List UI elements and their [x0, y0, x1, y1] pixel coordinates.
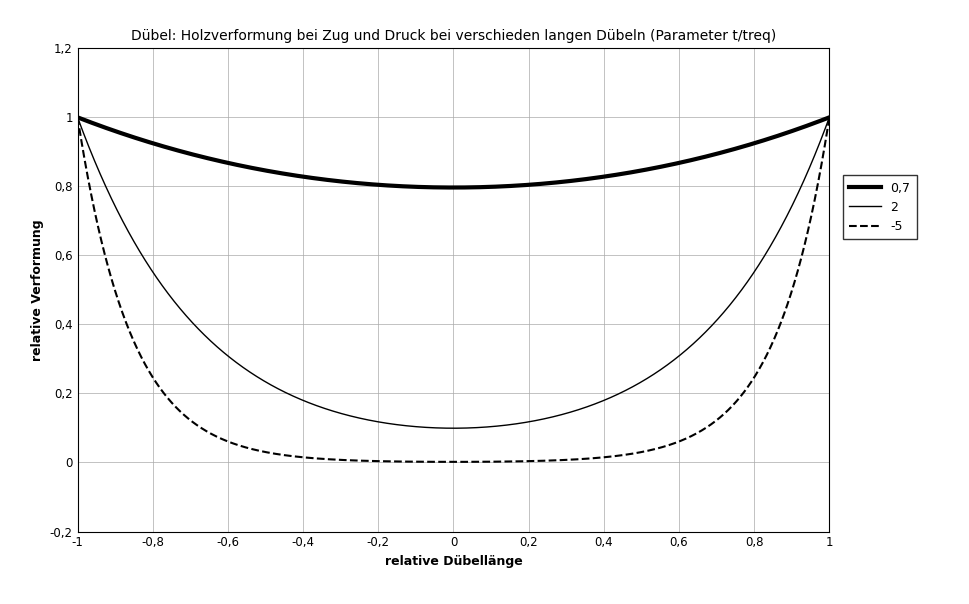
-5: [823, 114, 834, 121]
2: [437, 425, 449, 432]
-5: [447, 458, 458, 466]
0,7: [447, 184, 458, 191]
X-axis label: relative Dübellänge: relative Dübellänge: [384, 555, 522, 568]
2: [664, 359, 675, 367]
-5: [801, 227, 813, 234]
-5: [664, 441, 675, 448]
2: [72, 114, 83, 121]
Line: 2: 2: [78, 117, 828, 428]
2: [110, 204, 122, 211]
0,7: [801, 122, 813, 129]
2: [801, 168, 813, 175]
2: [823, 114, 834, 121]
Y-axis label: relative Verformung: relative Verformung: [31, 219, 45, 361]
0,7: [664, 161, 675, 169]
-5: [72, 114, 83, 121]
Title: Dübel: Holzverformung bei Zug und Druck bei verschieden langen Dübeln (Parameter: Dübel: Holzverformung bei Zug und Druck …: [131, 29, 775, 43]
2: [801, 169, 813, 176]
0,7: [823, 114, 834, 121]
2: [447, 425, 458, 432]
Line: -5: -5: [78, 117, 828, 462]
-5: [417, 458, 428, 466]
-5: [437, 458, 449, 466]
-5: [110, 290, 122, 297]
-5: [801, 229, 813, 236]
0,7: [72, 114, 83, 121]
0,7: [437, 184, 449, 191]
Legend: 0,7, 2, -5: 0,7, 2, -5: [842, 175, 916, 239]
0,7: [417, 184, 428, 191]
2: [417, 423, 428, 431]
0,7: [110, 128, 122, 135]
0,7: [801, 122, 813, 129]
Line: 0,7: 0,7: [78, 117, 828, 187]
